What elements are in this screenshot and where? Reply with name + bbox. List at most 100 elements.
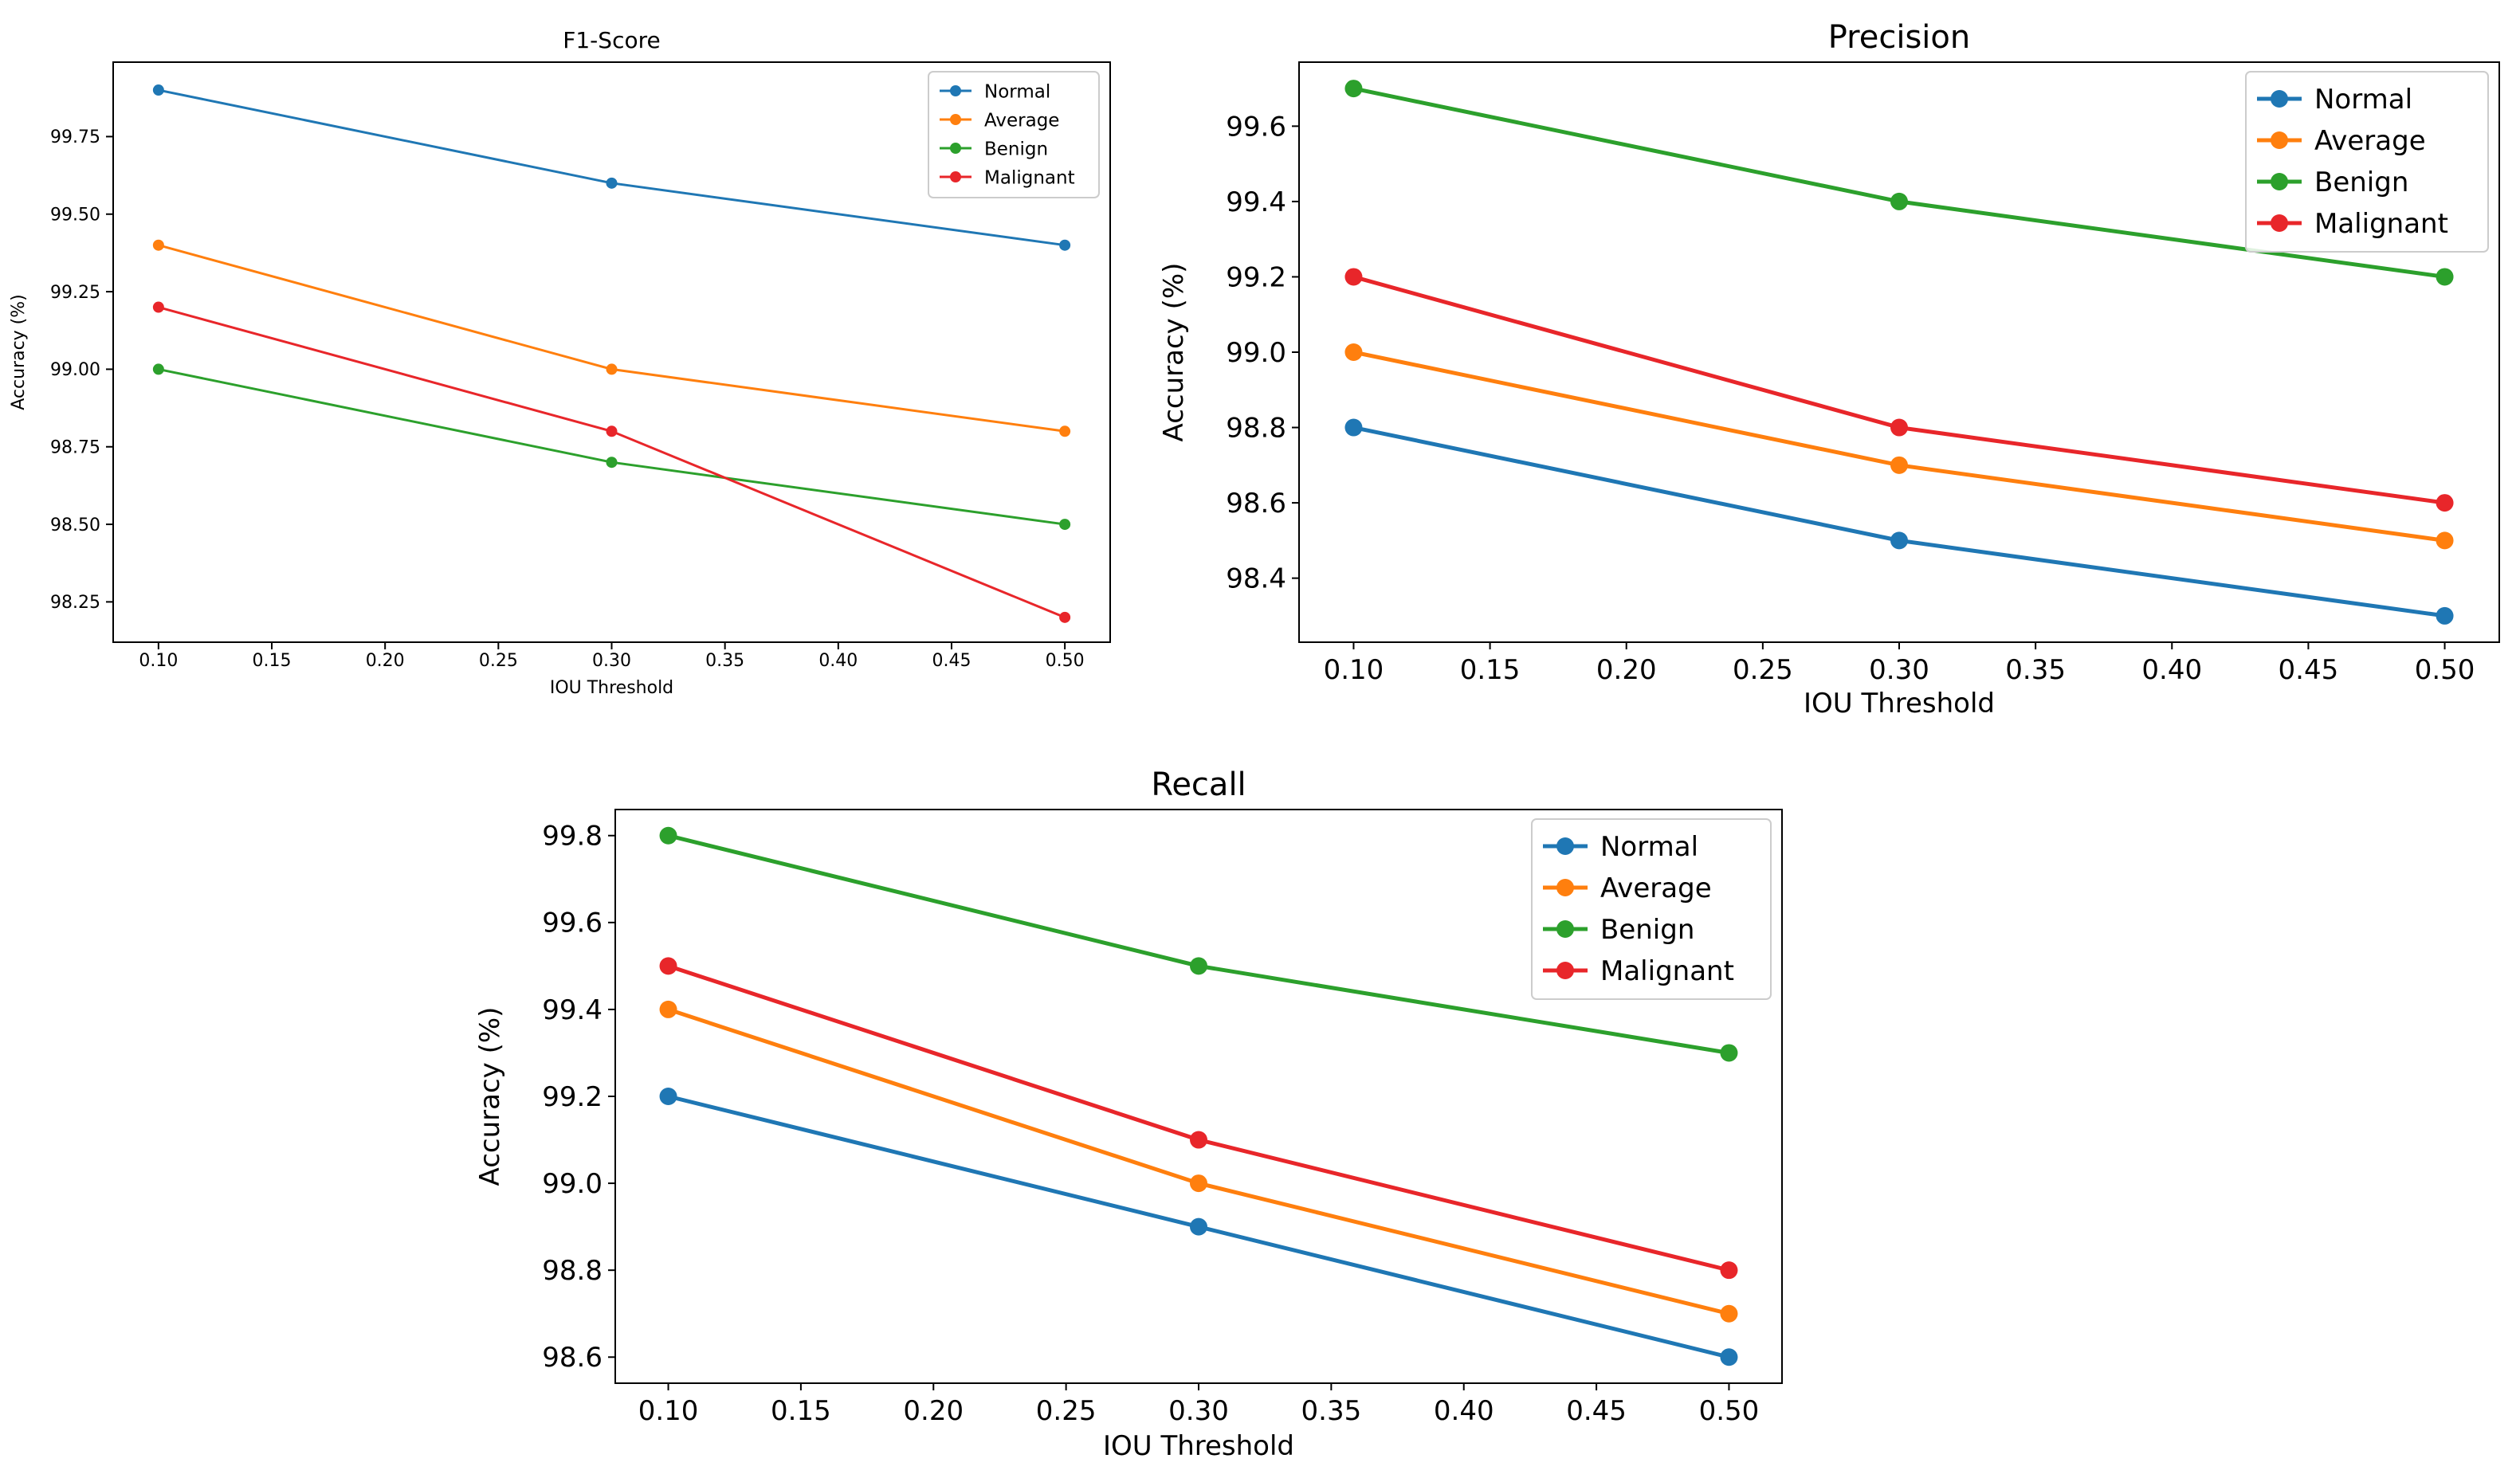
x-tick-label: 0.50 <box>1699 1395 1760 1427</box>
x-tick-label: 0.50 <box>1046 651 1085 671</box>
data-point-normal <box>2436 606 2454 625</box>
series-line-average <box>1352 350 2445 543</box>
x-tick-label: 0.35 <box>2005 654 2066 686</box>
legend-label-malignant: Malignant <box>2314 208 2448 240</box>
data-point-normal <box>606 177 618 189</box>
data-point-average <box>152 239 164 251</box>
x-axis-label: IOU Threshold <box>550 678 673 698</box>
x-tick-label: 0.10 <box>638 1395 699 1427</box>
data-point-benign <box>659 826 677 845</box>
x-tick-label: 0.40 <box>818 651 858 671</box>
y-tick-label: 98.8 <box>1226 412 1286 444</box>
data-point-benign <box>1720 1044 1738 1062</box>
data-point-average <box>1344 343 1363 361</box>
y-tick-label: 99.0 <box>1226 337 1286 369</box>
legend-marker-average <box>950 114 961 125</box>
x-tick-label: 0.45 <box>2279 654 2339 686</box>
legend-marker-average <box>1556 879 1574 896</box>
data-point-average <box>1059 425 1071 437</box>
data-point-malignant <box>1890 418 1908 437</box>
data-point-normal <box>659 1088 677 1105</box>
y-tick-label: 98.4 <box>1226 563 1286 595</box>
data-point-malignant <box>1344 268 1363 286</box>
data-point-malignant <box>152 301 164 313</box>
legend-label-benign: Benign <box>984 139 1048 159</box>
data-point-malignant <box>2436 494 2454 512</box>
x-tick-label: 0.25 <box>479 651 518 671</box>
chart-title: Precision <box>1828 19 1970 56</box>
data-point-average <box>1720 1304 1738 1323</box>
data-point-average <box>2436 531 2454 550</box>
x-tick-label: 0.40 <box>1434 1395 1494 1427</box>
y-tick-label: 99.8 <box>542 821 603 853</box>
y-tick-label: 98.75 <box>50 437 100 457</box>
legend-label-benign: Benign <box>2314 167 2408 198</box>
legend-marker-average <box>2271 131 2288 149</box>
data-point-average <box>1890 456 1908 474</box>
x-tick-label: 0.40 <box>2141 654 2202 686</box>
legend-label-average: Average <box>984 110 1059 131</box>
series-line-average <box>158 244 1066 433</box>
data-point-average <box>1190 1174 1207 1193</box>
data-point-benign <box>1190 957 1207 975</box>
legend-label-normal: Normal <box>1600 831 1698 863</box>
series-line-benign <box>158 367 1066 526</box>
y-tick-label: 99.2 <box>1226 261 1286 293</box>
precision-chart: Precision 0.10 0.15 0.20 0.25 0.30 0.35 0.40 0.4… <box>1158 19 2500 719</box>
data-point-normal <box>152 84 164 96</box>
legend-marker-normal <box>950 85 961 96</box>
series-line-normal <box>1352 425 2445 618</box>
legend-box <box>1531 818 1772 1000</box>
x-tick-label: 0.35 <box>1301 1395 1362 1427</box>
y-tick-label: 99.0 <box>542 1168 603 1200</box>
series-line-average <box>667 1007 1730 1316</box>
data-point-malignant <box>606 425 618 437</box>
data-point-malignant <box>1059 611 1071 623</box>
legend-marker-normal <box>2271 90 2288 108</box>
legend-marker-benign <box>950 143 961 154</box>
x-tick-label: 0.15 <box>771 1395 831 1427</box>
x-tick-label: 0.20 <box>366 651 405 671</box>
x-tick-label: 0.15 <box>1460 654 1521 686</box>
legend-marker-malignant <box>1556 962 1574 979</box>
f1-score-chart: F1-Score 0.10 0.15 0.20 0.25 0.30 0.35 0.40 0.45… <box>9 27 1111 698</box>
data-point-benign <box>2436 268 2454 286</box>
legend-marker-malignant <box>950 171 961 182</box>
y-tick-label: 98.50 <box>50 516 100 535</box>
data-point-normal <box>1059 239 1071 251</box>
data-point-average <box>659 1000 677 1018</box>
data-point-benign <box>1890 192 1908 210</box>
data-point-average <box>606 363 618 375</box>
x-tick-label: 0.30 <box>1869 654 1929 686</box>
y-axis-label: Accuracy (%) <box>474 1007 506 1186</box>
data-point-normal <box>1890 531 1908 550</box>
legend-box <box>2245 71 2489 253</box>
data-point-benign <box>606 457 618 469</box>
y-tick-label: 99.4 <box>1226 186 1286 218</box>
data-point-malignant <box>1190 1131 1207 1149</box>
y-axis-label: Accuracy (%) <box>1158 263 1190 442</box>
x-tick-label: 0.25 <box>1036 1395 1097 1427</box>
x-tick-label: 0.45 <box>1566 1395 1627 1427</box>
legend-box <box>928 71 1100 198</box>
legend-marker-benign <box>2271 173 2288 190</box>
x-axis-label: IOU Threshold <box>1103 1430 1294 1462</box>
y-tick-label: 98.25 <box>50 593 100 613</box>
x-tick-label: 0.20 <box>903 1395 964 1427</box>
legend-label-normal: Normal <box>984 81 1050 102</box>
legend-label-average: Average <box>2314 125 2426 157</box>
x-tick-label: 0.25 <box>1733 654 1793 686</box>
x-tick-label: 0.30 <box>1168 1395 1229 1427</box>
y-tick-label: 98.8 <box>542 1255 603 1287</box>
y-tick-label: 99.6 <box>542 908 603 939</box>
x-tick-label: 0.10 <box>1324 654 1384 686</box>
x-tick-label: 0.35 <box>705 651 744 671</box>
legend-label-malignant: Malignant <box>984 167 1075 188</box>
y-tick-label: 99.4 <box>542 994 603 1026</box>
legend-marker-malignant <box>2271 214 2288 232</box>
y-tick-label: 99.00 <box>50 360 100 380</box>
data-point-malignant <box>1720 1261 1738 1280</box>
legend-label-average: Average <box>1600 872 1712 904</box>
chart-title: Recall <box>1151 766 1246 803</box>
x-tick-label: 0.30 <box>592 651 631 671</box>
